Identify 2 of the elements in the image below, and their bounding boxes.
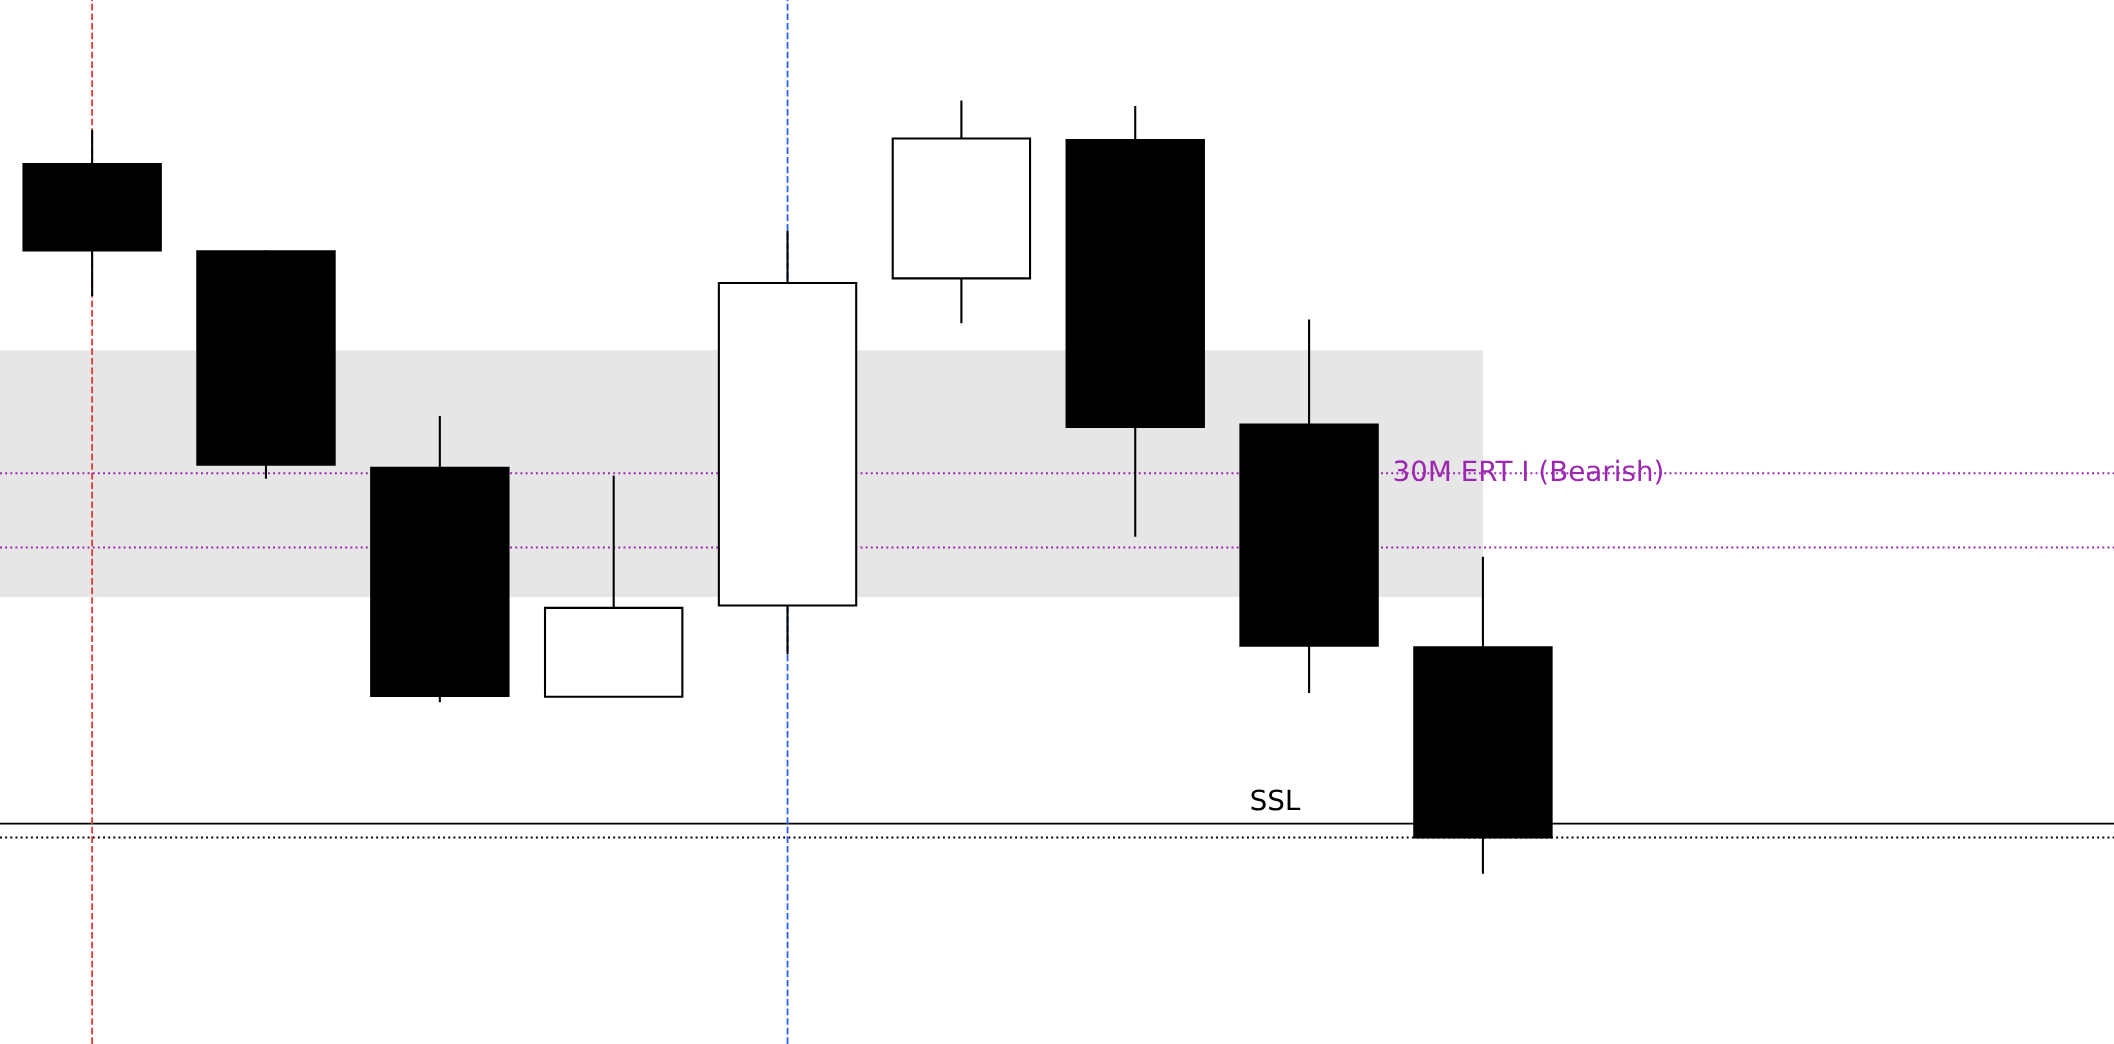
ref-line-label: SSL	[1251, 789, 1301, 811]
ref-line-label: 30M ERT I (Bearish)	[1394, 459, 1662, 485]
